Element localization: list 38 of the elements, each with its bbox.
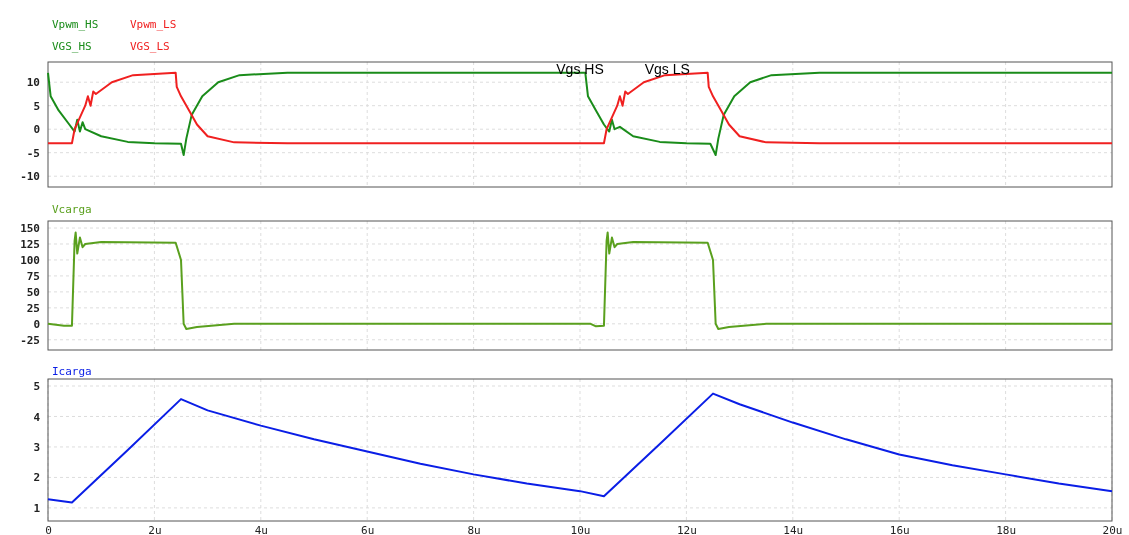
x-tick-label: 6u bbox=[361, 523, 375, 535]
x-tick-label: 4u bbox=[254, 523, 268, 535]
y-tick-label: -25 bbox=[20, 333, 40, 347]
y-tick-label: 125 bbox=[20, 238, 40, 252]
y-tick-label: 10 bbox=[26, 76, 40, 90]
x-tick-label: 12u bbox=[676, 523, 697, 535]
y-tick-label: 150 bbox=[20, 222, 40, 236]
x-tick-label: 14u bbox=[783, 523, 804, 535]
text: Icarga bbox=[52, 365, 92, 378]
y-tick-label: 75 bbox=[26, 269, 40, 283]
x-tick-label: 18u bbox=[996, 523, 1017, 535]
y-tick-label: 50 bbox=[26, 285, 40, 299]
x-tick-label: 0 bbox=[45, 523, 52, 535]
y-tick-label: 5 bbox=[33, 380, 40, 394]
x-tick-label: 10u bbox=[570, 523, 591, 535]
y-tick-label: -10 bbox=[20, 170, 40, 184]
y-tick-label: 2 bbox=[33, 471, 40, 485]
x-tick-label: 20u bbox=[1102, 523, 1123, 535]
y-tick-label: 4 bbox=[33, 410, 41, 424]
x-tick-label: 16u bbox=[889, 523, 910, 535]
y-tick-label: 100 bbox=[20, 253, 40, 267]
series-label: VGS_LS bbox=[130, 40, 170, 53]
y-tick-label: 5 bbox=[33, 99, 40, 113]
y-tick-label: -5 bbox=[26, 146, 40, 160]
y-tick-label: 0 bbox=[33, 317, 40, 331]
y-tick-label: 0 bbox=[33, 123, 40, 137]
line-series bbox=[47, 392, 1113, 504]
x-tick-label: 8u bbox=[467, 523, 481, 535]
x-tick-label: 2u bbox=[148, 523, 162, 535]
text: Vcarga bbox=[52, 203, 92, 216]
series-label: VGS_HS bbox=[52, 40, 92, 53]
annotation: Vgs LS bbox=[644, 61, 690, 77]
text: Vpwm_HS bbox=[52, 18, 99, 31]
line-series bbox=[47, 231, 1113, 330]
y-tick-label: 1 bbox=[33, 501, 41, 515]
y-tick-label: 25 bbox=[26, 301, 40, 315]
y-tick-label: 3 bbox=[33, 440, 40, 454]
text: Vpwm_LS bbox=[130, 18, 177, 31]
